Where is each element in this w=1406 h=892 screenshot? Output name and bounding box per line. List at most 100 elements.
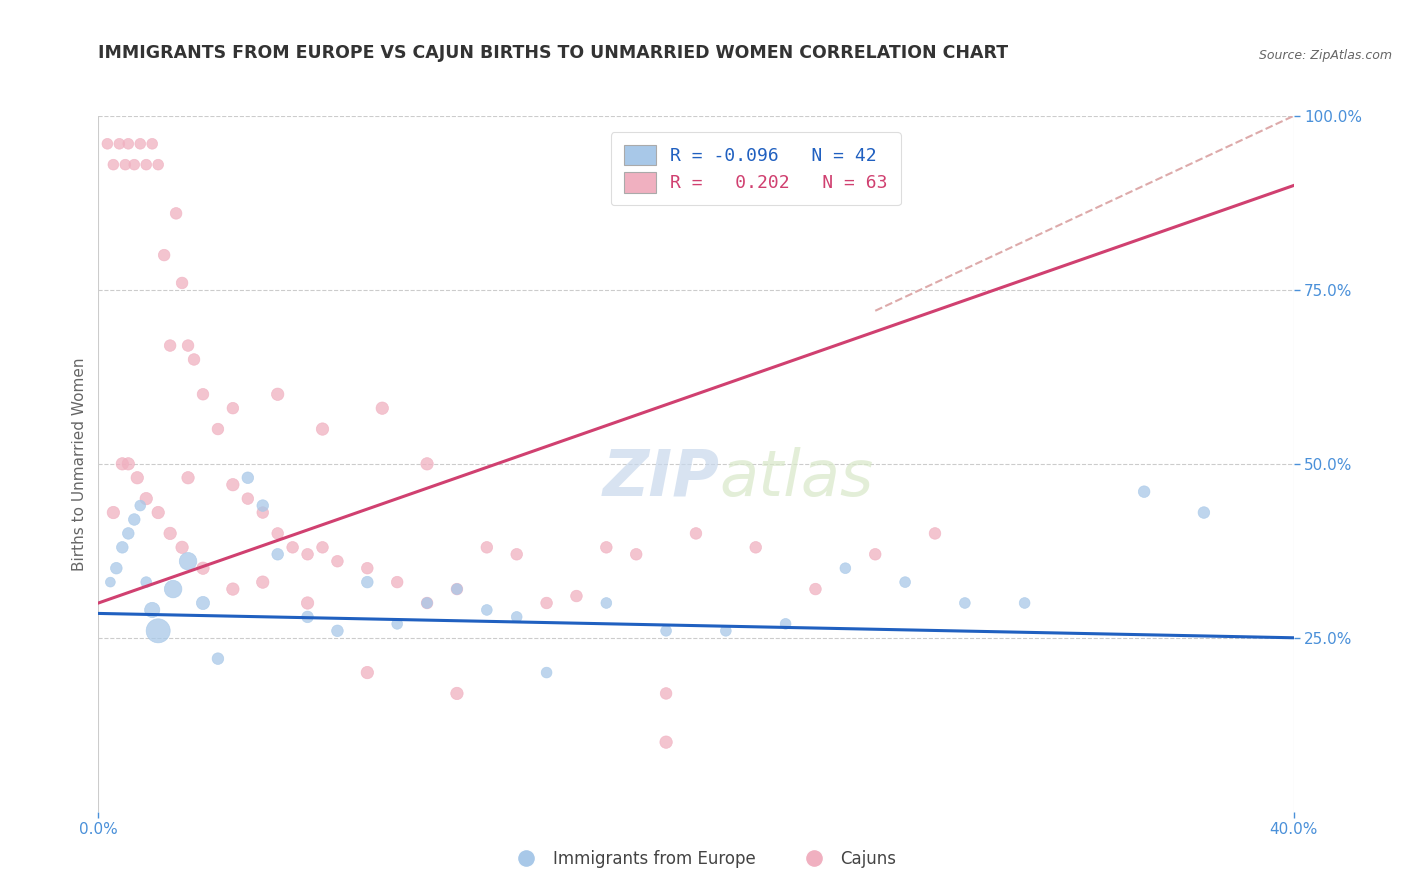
Text: ZIP: ZIP [603,447,720,508]
Text: IMMIGRANTS FROM EUROPE VS CAJUN BIRTHS TO UNMARRIED WOMEN CORRELATION CHART: IMMIGRANTS FROM EUROPE VS CAJUN BIRTHS T… [98,45,1008,62]
Point [416,457,439,471]
Point [924,526,946,541]
Point [506,547,529,561]
Point [356,665,378,680]
Point [775,616,797,631]
Point [252,499,274,513]
Point [191,387,214,401]
Point [135,158,157,172]
Point [685,526,707,541]
Point [191,561,214,575]
Point [385,616,409,631]
Point [714,624,737,638]
Point [141,603,163,617]
Point [129,499,152,513]
Point [1133,484,1156,499]
Point [148,506,170,520]
Point [446,686,468,700]
Point [1192,506,1215,520]
Point [124,512,146,526]
Point [191,596,214,610]
Point [297,596,319,610]
Point [356,561,378,575]
Y-axis label: Births to Unmarried Women: Births to Unmarried Women [72,357,87,571]
Point [148,158,170,172]
Text: Source: ZipAtlas.com: Source: ZipAtlas.com [1258,49,1392,62]
Point [103,158,125,172]
Point [565,589,588,603]
Point [159,526,181,541]
Point [153,248,176,262]
Point [446,582,468,596]
Point [207,651,229,665]
Legend: R = -0.096   N = 42, R =   0.202   N = 63: R = -0.096 N = 42, R = 0.202 N = 63 [610,132,901,205]
Point [135,491,157,506]
Point [385,575,409,590]
Point [536,665,558,680]
Point [183,352,205,367]
Point [894,575,917,590]
Point [655,624,678,638]
Point [141,136,163,151]
Point [127,471,149,485]
Point [326,624,349,638]
Point [222,401,245,416]
Point [177,554,200,568]
Point [111,541,134,555]
Point [172,276,194,290]
Point [267,387,290,401]
Point [745,541,768,555]
Point [1014,596,1036,610]
Point [159,338,181,352]
Point [595,541,617,555]
Point [595,596,617,610]
Point [297,610,319,624]
Point [236,471,259,485]
Point [177,471,200,485]
Point [297,547,319,561]
Point [416,596,439,610]
Text: atlas: atlas [720,447,875,508]
Point [252,575,274,590]
Point [165,206,187,220]
Point [536,596,558,610]
Point [356,575,378,590]
Point [281,541,304,555]
Point [177,338,200,352]
Point [655,686,678,700]
Point [117,526,139,541]
Point [162,582,184,596]
Point [117,136,139,151]
Point [655,735,678,749]
Point [207,422,229,436]
Point [863,547,886,561]
Point [135,575,157,590]
Point [624,547,647,561]
Point [311,541,333,555]
Point [311,422,333,436]
Point [103,506,125,520]
Point [416,596,439,610]
Point [98,575,122,590]
Point [172,541,194,555]
Point [96,136,118,151]
Point [117,457,139,471]
Point [252,506,274,520]
Point [124,158,146,172]
Point [222,477,245,491]
Point [105,561,128,575]
Point [111,457,134,471]
Point [506,610,529,624]
Point [953,596,976,610]
Point [236,491,259,506]
Point [326,554,349,568]
Point [834,561,856,575]
Point [129,136,152,151]
Point [475,541,498,555]
Point [222,582,245,596]
Point [108,136,131,151]
Point [446,582,468,596]
Point [267,526,290,541]
Point [475,603,498,617]
Point [148,624,170,638]
